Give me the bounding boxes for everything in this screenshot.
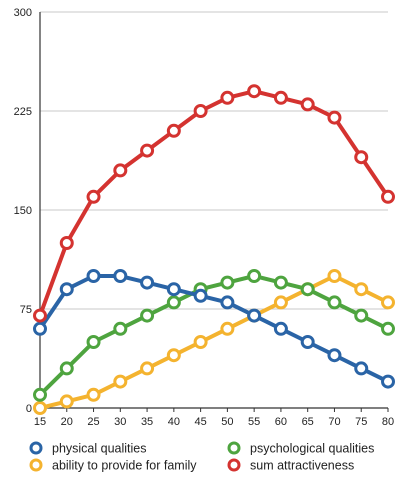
legend-item: psychological qualities [227,441,374,456]
data-point [113,269,128,283]
data-point [59,361,74,376]
data-point [327,269,342,283]
x-tick-label: 50 [221,416,233,428]
series-physical-qualities [33,269,395,389]
x-tick-label: 75 [355,416,367,428]
data-point [86,269,101,283]
axes [39,12,389,412]
legend-item: ability to provide for family [29,458,197,473]
legend-label: psychological qualities [250,442,374,456]
data-point [140,275,155,290]
data-point [59,282,74,297]
y-tick-label: 150 [14,205,32,217]
legend-marker [227,441,241,455]
data-point [140,308,155,323]
series-lines [33,84,395,415]
x-tick-label: 15 [34,416,46,428]
data-point [381,189,395,204]
x-tick-label: 20 [61,416,73,428]
legend-marker [29,441,43,455]
data-point [354,150,369,165]
legend-item: sum attractiveness [227,458,354,473]
legend-label: physical qualities [52,442,147,456]
data-point [300,282,315,297]
x-tick-label: 30 [114,416,126,428]
legend-label: sum attractiveness [250,459,354,473]
data-point [33,321,47,336]
x-tick-label: 70 [328,416,340,428]
data-point [140,361,155,376]
data-point [354,308,369,323]
data-point [381,295,395,310]
data-point [220,275,235,290]
data-point [113,321,128,336]
data-point [59,236,74,250]
tick-labels: 0 75 150 225 300 15 20 25 30 35 40 45 50 55 60 65 70 75 80 [14,7,394,428]
data-point [140,143,155,158]
data-point [33,387,47,402]
series-sum-attractiveness [33,84,395,323]
x-tick-label: 60 [275,416,287,428]
y-tick-label: 225 [14,106,32,118]
y-tick-label: 0 [26,403,32,415]
data-point [273,295,288,310]
data-point [220,90,235,105]
data-point [327,348,342,363]
x-tick-label: 65 [302,416,314,428]
y-tick-label: 300 [14,7,32,19]
legend-label: ability to provide for family [52,459,197,473]
data-point [220,321,235,336]
y-tick-label: 75 [20,304,32,316]
legend-marker [227,458,241,472]
data-point [247,84,262,99]
data-point [381,374,395,389]
legend-marker [29,458,43,472]
x-tick-label: 55 [248,416,260,428]
series-psychological-qualities [33,269,395,402]
legend-item: physical qualities [29,441,147,456]
data-point [33,308,47,323]
data-point [59,394,74,409]
data-point [247,269,262,283]
data-point [300,97,315,112]
data-point [113,163,128,178]
data-point [193,104,208,118]
data-point [166,348,181,363]
data-point [113,374,128,389]
data-point [193,335,208,349]
data-point [33,401,47,415]
data-point [86,387,101,402]
x-tick-label: 25 [87,416,99,428]
data-point [86,335,101,349]
grid-lines [40,11,388,310]
data-point [193,288,208,303]
data-point [86,189,101,204]
legend: physical qualities psychological qualitie… [29,441,374,473]
data-point [354,282,369,297]
data-point [381,321,395,336]
data-point [247,308,262,323]
data-point [273,321,288,336]
series-line [38,274,390,384]
data-point [273,275,288,290]
x-tick-label: 80 [382,416,394,428]
x-tick-label: 45 [194,416,206,428]
x-tick-label: 40 [168,416,180,428]
data-point [166,282,181,297]
data-point [300,335,315,349]
data-point [166,123,181,138]
x-tick-label: 35 [141,416,153,428]
data-point [273,90,288,105]
data-point [354,361,369,376]
data-point [166,295,181,310]
data-point [327,110,342,125]
data-point [327,295,342,310]
data-point [220,295,235,310]
